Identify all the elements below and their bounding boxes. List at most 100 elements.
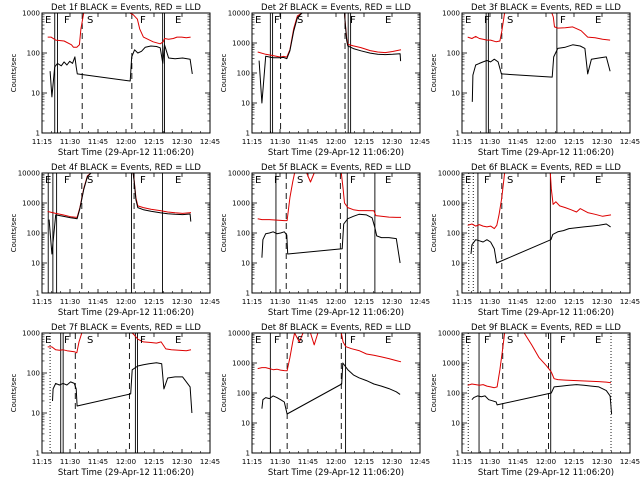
- x-tick-label: 11:15: [242, 298, 262, 306]
- y-tick-label: 1000: [22, 10, 40, 18]
- plot-frame: [461, 172, 631, 294]
- segment-label: E: [45, 15, 51, 26]
- y-tick-label: 1000: [232, 200, 250, 208]
- y-tick-label: 1000: [22, 330, 40, 338]
- x-tick-label: 12:30: [382, 138, 402, 146]
- lld-series-line: [467, 333, 612, 389]
- x-tick-label: 12:45: [620, 458, 640, 466]
- y-tick-label: 100: [237, 70, 250, 78]
- y-tick-label: 10: [451, 420, 460, 428]
- boundary-lines: [269, 333, 347, 453]
- y-tick-label: 10: [241, 420, 250, 428]
- segment-label: F: [64, 15, 70, 26]
- x-axis-label: Start Time (29-Apr-12 11:06:20): [268, 468, 404, 478]
- x-tick-label: 12:00: [326, 458, 346, 466]
- chart-panel-5: Det 5f BLACK = Events, RED = LLD Counts/s…: [220, 163, 430, 318]
- segment-label: S: [87, 175, 93, 186]
- segment-label: E: [175, 335, 181, 346]
- x-tick-label: 11:45: [508, 298, 528, 306]
- segment-label: F: [350, 15, 356, 26]
- x-axis-label: Start Time (29-Apr-12 11:06:20): [268, 308, 404, 318]
- x-tick-label: 12:00: [536, 458, 556, 466]
- segment-label: E: [595, 15, 601, 26]
- x-axis-label: Start Time (29-Apr-12 11:06:20): [478, 148, 614, 158]
- x-tick-label: 11:45: [298, 458, 318, 466]
- boundary-lines: [269, 13, 352, 133]
- y-tick-label: 10: [451, 260, 460, 268]
- segment-label: E: [175, 15, 181, 26]
- y-tick-label: 100: [237, 390, 250, 398]
- lld-series-line: [257, 333, 402, 372]
- x-tick-label: 12:15: [144, 138, 164, 146]
- segment-label: F: [484, 335, 490, 346]
- chart-title: Det 3f BLACK = Events, RED = LLD: [471, 3, 621, 13]
- x-tick-label: 11:15: [452, 138, 472, 146]
- series-group: [257, 13, 402, 104]
- y-axis-label: Counts/sec: [430, 214, 438, 253]
- segment-label: S: [297, 175, 303, 186]
- x-tick-label: 11:45: [88, 298, 108, 306]
- x-tick-label: 12:45: [620, 298, 640, 306]
- x-tick-label: 12:00: [116, 458, 136, 466]
- series-group: [257, 333, 402, 415]
- segment-label: E: [385, 335, 391, 346]
- y-tick-label: 1000: [232, 360, 250, 368]
- y-tick-label: 10: [241, 100, 250, 108]
- x-tick-label: 11:15: [452, 458, 472, 466]
- lld-series-line: [257, 13, 402, 58]
- x-tick-label: 12:45: [200, 298, 220, 306]
- x-tick-label: 11:30: [270, 138, 290, 146]
- events-series-line: [470, 223, 611, 264]
- y-tick-label: 10000: [228, 170, 250, 178]
- x-tick-label: 12:15: [144, 298, 164, 306]
- boundary-lines: [467, 333, 612, 453]
- chart-panel-3: Det 3f BLACK = Events, RED = LLD Counts/s…: [430, 3, 640, 158]
- y-tick-label: 10000: [18, 170, 40, 178]
- y-axis-label: Counts/sec: [220, 54, 228, 93]
- segment-label: S: [297, 15, 303, 26]
- y-tick-label: 10000: [438, 170, 460, 178]
- y-axis-label: Counts/sec: [10, 54, 18, 93]
- chart-panel-8: Det 8f BLACK = Events, RED = LLD Counts/s…: [220, 323, 430, 478]
- chart-title: Det 8f BLACK = Events, RED = LLD: [261, 323, 411, 333]
- events-series-line: [471, 384, 613, 415]
- x-tick-label: 11:45: [508, 458, 528, 466]
- x-tick-label: 12:45: [410, 458, 430, 466]
- lld-series-line: [47, 333, 192, 354]
- segment-label: E: [465, 335, 471, 346]
- x-tick-label: 12:30: [172, 298, 192, 306]
- y-tick-label: 100: [27, 50, 40, 58]
- lld-series-line: [257, 173, 401, 222]
- y-tick-label: 10: [241, 260, 250, 268]
- chart-panel-2: Det 2f BLACK = Events, RED = LLD Counts/s…: [220, 3, 430, 158]
- x-tick-label: 12:15: [354, 138, 374, 146]
- segment-label: E: [255, 175, 261, 186]
- x-tick-label: 11:30: [480, 458, 500, 466]
- y-tick-label: 10: [31, 410, 40, 418]
- segment-label: F: [140, 15, 146, 26]
- y-tick-label: 10000: [228, 10, 250, 18]
- y-tick-label: 100: [27, 370, 40, 378]
- x-tick-label: 11:45: [298, 138, 318, 146]
- x-tick-label: 12:30: [592, 298, 612, 306]
- chart-panel-7: Det 7f BLACK = Events, RED = LLD Counts/s…: [10, 323, 220, 478]
- chart-panel-9: Det 9f BLACK = Events, RED = LLD Counts/s…: [430, 323, 640, 478]
- series-group: [47, 333, 193, 414]
- segment-label: F: [140, 175, 146, 186]
- y-tick-label: 100: [447, 50, 460, 58]
- chart-title: Det 4f BLACK = Events, RED = LLD: [51, 163, 201, 173]
- y-tick-label: 1: [36, 450, 40, 458]
- y-tick-label: 1000: [22, 200, 40, 208]
- x-tick-label: 12:00: [536, 298, 556, 306]
- x-tick-label: 12:00: [536, 138, 556, 146]
- x-tick-label: 12:15: [354, 298, 374, 306]
- series-group: [47, 173, 192, 255]
- y-tick-label: 1: [246, 450, 250, 458]
- x-axis-label: Start Time (29-Apr-12 11:06:20): [478, 468, 614, 478]
- segment-label: F: [64, 175, 70, 186]
- x-axis-label: Start Time (29-Apr-12 11:06:20): [58, 308, 194, 318]
- x-tick-label: 12:15: [564, 458, 584, 466]
- y-tick-label: 10000: [438, 330, 460, 338]
- segment-label: E: [385, 15, 391, 26]
- segment-label: F: [64, 335, 70, 346]
